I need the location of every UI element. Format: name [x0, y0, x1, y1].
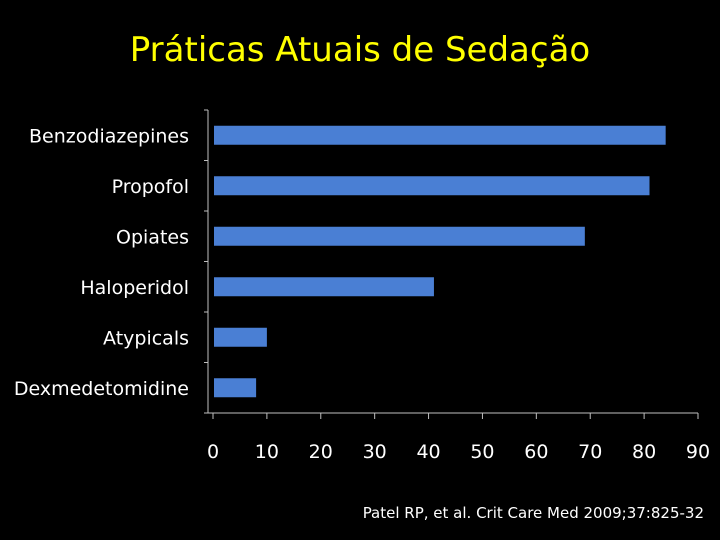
- x-tick-label: 60: [524, 441, 548, 463]
- x-tick-label: 90: [686, 441, 710, 463]
- slide-title: Práticas Atuais de Sedação: [129, 30, 591, 70]
- x-tick-label: 40: [416, 441, 440, 463]
- bar-dexmedetomidine: [214, 378, 257, 398]
- x-tick-label: 30: [363, 441, 387, 463]
- bar-atypicals: [214, 327, 267, 347]
- category-label: Propofol: [112, 176, 189, 198]
- x-tick-label: 70: [578, 441, 602, 463]
- x-tick-label: 10: [255, 441, 279, 463]
- category-label: Dexmedetomidine: [14, 378, 189, 400]
- citation: Patel RP, et al. Crit Care Med 2009;37:8…: [362, 504, 704, 522]
- bar-benzodiazepines: [214, 125, 666, 145]
- bar-haloperidol: [214, 277, 434, 297]
- x-tick-label: 20: [309, 441, 333, 463]
- category-label: Benzodiazepines: [29, 125, 189, 147]
- x-tick-label: 80: [632, 441, 656, 463]
- bar-opiates: [214, 226, 585, 246]
- bar-propofol: [214, 176, 650, 196]
- x-tick-label: 0: [207, 441, 219, 463]
- category-label: Opiates: [116, 226, 189, 248]
- category-label: Atypicals: [103, 327, 189, 349]
- category-label: Haloperidol: [80, 277, 189, 299]
- x-tick-label: 50: [470, 441, 494, 463]
